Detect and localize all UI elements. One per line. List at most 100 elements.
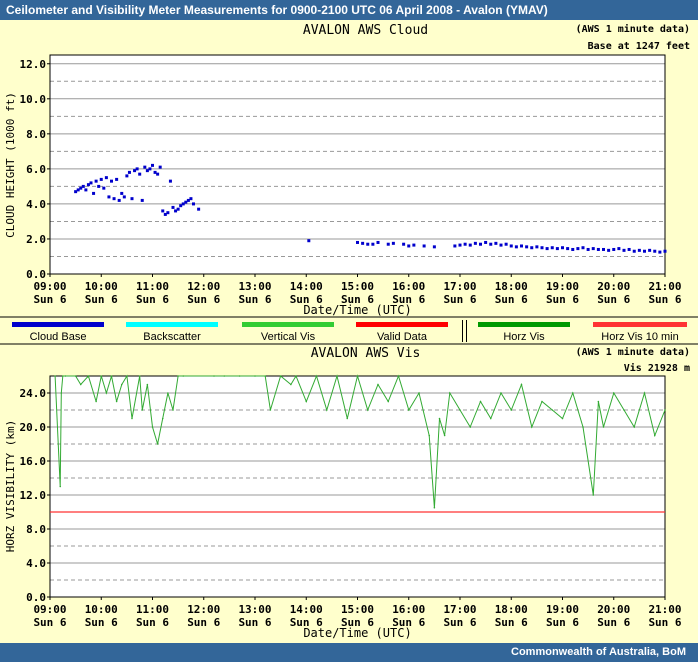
data-point: [592, 494, 595, 496]
data-point: [305, 400, 308, 403]
y-tick-label: 4.0: [26, 198, 46, 211]
x-tick-day-label: Sun 6: [238, 616, 271, 629]
x-tick-label: 19:00: [546, 280, 579, 293]
data-point: [633, 426, 636, 428]
data-point: [643, 392, 646, 394]
data-point: [653, 249, 657, 253]
data-point: [612, 247, 616, 251]
data-point: [500, 392, 502, 394]
data-point: [182, 375, 185, 377]
data-point: [62, 375, 64, 377]
data-point: [181, 202, 185, 206]
x-tick-label: 10:00: [85, 280, 118, 293]
data-point: [97, 184, 101, 188]
data-point: [530, 246, 534, 250]
chart-title: AVALON AWS Vis: [311, 346, 421, 361]
x-tick-day-label: Sun 6: [33, 293, 66, 306]
data-point: [254, 375, 256, 377]
legend-label: Cloud Base: [29, 331, 87, 343]
x-tick-label: 17:00: [443, 280, 476, 293]
legend-swatch: [356, 322, 448, 327]
x-tick-label: 21:00: [648, 280, 681, 293]
data-point: [520, 244, 523, 248]
data-point: [597, 400, 600, 403]
data-point: [361, 241, 365, 245]
chart-note: Vis 21928 m: [624, 362, 690, 374]
data-point: [459, 409, 461, 411]
data-point: [418, 392, 420, 394]
x-tick-label: 13:00: [238, 280, 271, 293]
data-point: [125, 174, 129, 178]
legend-item-vertical-vis: Vertical Vis: [240, 318, 336, 344]
x-tick-day-label: Sun 6: [546, 293, 579, 306]
data-point: [376, 240, 380, 244]
legend-swatch: [478, 322, 570, 327]
data-point: [143, 165, 147, 169]
x-tick-label: 15:00: [341, 280, 374, 293]
data-point: [489, 417, 492, 420]
data-point: [336, 375, 338, 377]
data-point: [189, 197, 193, 201]
data-point: [551, 409, 554, 411]
data-point: [356, 240, 359, 244]
data-point: [550, 246, 554, 250]
data-point: [412, 243, 416, 247]
x-tick-label: 10:00: [85, 603, 118, 616]
data-point: [307, 239, 311, 243]
data-point: [86, 183, 90, 187]
data-point: [612, 392, 615, 394]
x-tick-day-label: Sun 6: [238, 293, 271, 306]
data-point: [535, 245, 539, 249]
x-tick-label: 13:00: [238, 603, 271, 616]
data-point: [632, 249, 636, 253]
data-point: [138, 172, 142, 176]
data-point: [643, 249, 646, 253]
data-point: [623, 409, 625, 411]
data-point: [171, 205, 175, 209]
data-point: [59, 485, 62, 488]
data-point: [607, 248, 611, 252]
x-tick-day-label: Sun 6: [290, 293, 323, 306]
data-point: [99, 177, 103, 181]
legend-swatch: [593, 322, 687, 327]
data-point: [120, 383, 123, 386]
data-point: [617, 247, 621, 251]
data-point: [356, 375, 359, 377]
x-tick-day-label: Sun 6: [648, 616, 681, 629]
chart-note: (AWS 1 minute data): [576, 23, 690, 35]
data-point: [499, 243, 503, 247]
data-point: [153, 170, 157, 174]
data-point: [107, 195, 111, 199]
x-tick-label: 11:00: [136, 280, 169, 293]
x-tick-label: 15:00: [341, 603, 374, 616]
legend-label: Backscatter: [143, 331, 201, 343]
data-point: [602, 247, 605, 251]
data-point: [473, 241, 477, 245]
data-point: [74, 375, 77, 377]
data-point: [197, 207, 201, 211]
x-tick-day-label: Sun 6: [187, 293, 220, 306]
data-point: [54, 375, 56, 377]
data-point: [295, 375, 297, 377]
data-point: [140, 198, 144, 202]
data-point: [269, 409, 272, 411]
data-point: [371, 242, 375, 246]
legend-label: Vertical Vis: [260, 331, 316, 343]
data-point: [520, 383, 523, 386]
legend-swatch: [242, 322, 334, 327]
data-point: [84, 188, 88, 192]
legend-divider: [462, 320, 463, 342]
legend-swatch: [12, 322, 104, 327]
x-tick-day-label: Sun 6: [85, 616, 118, 629]
data-point: [102, 186, 106, 190]
x-tick-label: 11:00: [136, 603, 169, 616]
y-tick-label: 8.0: [26, 523, 46, 536]
y-axis-label: HORZ VISIBILITY (km): [4, 420, 17, 552]
x-tick-day-label: Sun 6: [341, 616, 374, 629]
data-point: [386, 242, 390, 246]
data-point: [541, 400, 543, 403]
x-tick-label: 14:00: [290, 280, 323, 293]
x-tick-label: 20:00: [597, 280, 630, 293]
data-point: [151, 163, 154, 167]
